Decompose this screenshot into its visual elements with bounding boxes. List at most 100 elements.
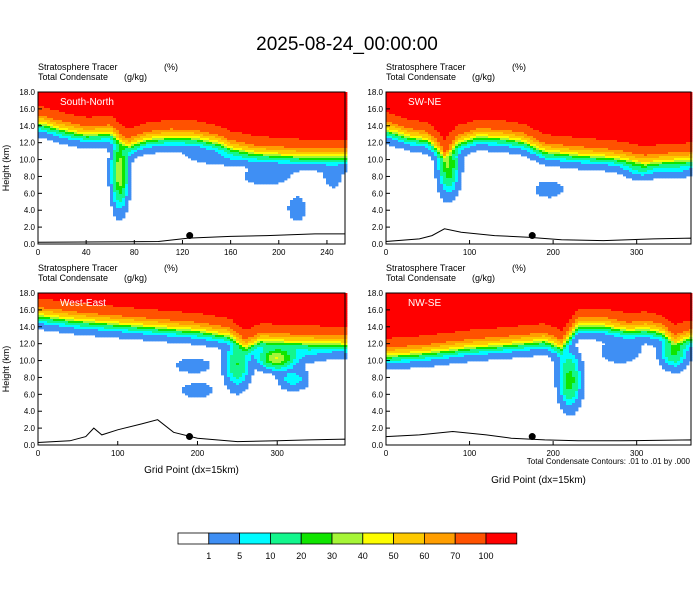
- field-cell: [188, 152, 192, 155]
- field-cell: [170, 138, 174, 141]
- field-cell: [68, 112, 72, 115]
- field-cell: [113, 106, 117, 109]
- field-cell: [92, 104, 96, 107]
- field-cell: [59, 102, 63, 105]
- field-cell: [398, 146, 402, 149]
- field-cell: [146, 112, 150, 115]
- field-cell: [188, 124, 192, 127]
- field-cell: [152, 148, 156, 151]
- field-cell: [158, 128, 162, 131]
- field-cell: [203, 150, 207, 153]
- field-cell: [86, 128, 90, 131]
- field-cell: [125, 190, 129, 193]
- field-cell: [161, 104, 165, 107]
- field-cell: [113, 116, 117, 119]
- field-cell: [65, 124, 69, 127]
- field-cell: [203, 116, 207, 119]
- field-cell: [182, 106, 186, 109]
- field-cell: [65, 138, 69, 141]
- field-cell: [110, 190, 114, 193]
- field-cell: [116, 182, 120, 185]
- field-cell: [158, 136, 162, 139]
- y-tick-label: 10.0: [19, 156, 35, 165]
- field-cell: [143, 108, 147, 111]
- x-tick-label: 80: [130, 248, 139, 257]
- field-cell: [74, 114, 78, 117]
- field-cell: [77, 128, 81, 131]
- field-cell: [134, 96, 138, 99]
- field-cell: [155, 130, 159, 133]
- field-cell: [107, 122, 111, 125]
- field-cell: [182, 142, 186, 145]
- field-cell: [125, 144, 129, 147]
- field-cell: [191, 148, 195, 151]
- field-cell: [149, 102, 153, 105]
- field-cell: [92, 120, 96, 123]
- field-cell: [152, 106, 156, 109]
- field-cell: [68, 138, 72, 141]
- field-cell: [38, 104, 42, 107]
- field-cell: [200, 118, 204, 121]
- field-cell: [128, 106, 132, 109]
- field-cell: [98, 132, 102, 135]
- field-cell: [203, 106, 207, 109]
- field-cell: [95, 134, 99, 137]
- field-cell: [116, 154, 120, 157]
- field-cell: [152, 100, 156, 103]
- field-cell: [152, 152, 156, 155]
- field-cell: [56, 94, 60, 97]
- field-cell: [125, 142, 129, 145]
- field-cell: [275, 182, 279, 185]
- field-cell: [47, 122, 51, 125]
- field-cell: [92, 112, 96, 115]
- field-cell: [95, 108, 99, 111]
- field-cell: [41, 108, 45, 111]
- field-cell: [125, 92, 129, 95]
- field-cell: [158, 94, 162, 97]
- field-cell: [173, 100, 177, 103]
- field-cell: [122, 178, 126, 181]
- field-cell: [143, 106, 147, 109]
- field-cell: [71, 98, 75, 101]
- field-cell: [71, 120, 75, 123]
- field-cell: [128, 104, 132, 107]
- field-cell: [50, 122, 54, 125]
- field-cell: [122, 202, 126, 205]
- field-cell: [179, 142, 183, 145]
- field-cell: [38, 102, 42, 105]
- field-cell: [146, 102, 150, 105]
- field-cell: [185, 134, 189, 137]
- field-cell: [134, 136, 138, 139]
- field-cell: [197, 114, 201, 117]
- field-cell: [194, 142, 198, 145]
- field-cell: [101, 114, 105, 117]
- field-cell: [191, 128, 195, 131]
- field-cell: [59, 112, 63, 115]
- field-cell: [50, 132, 54, 135]
- field-cell: [137, 116, 141, 119]
- field-cell: [413, 150, 417, 153]
- field-cell: [68, 118, 72, 121]
- field-cell: [128, 94, 132, 97]
- field-cell: [125, 130, 129, 133]
- field-cell: [155, 92, 159, 95]
- field-cell: [137, 108, 141, 111]
- field-cell: [143, 152, 147, 155]
- field-cell: [170, 132, 174, 135]
- field-cell: [56, 112, 60, 115]
- field-cell: [80, 122, 84, 125]
- field-cell: [140, 140, 144, 143]
- field-cell: [335, 184, 339, 187]
- field-cell: [116, 176, 120, 179]
- field-cell: [161, 100, 165, 103]
- field-cell: [128, 172, 132, 175]
- field-cell: [119, 158, 123, 161]
- field-cell: [110, 152, 114, 155]
- field-cell: [197, 140, 201, 143]
- field-cell: [116, 166, 120, 169]
- field-cell: [53, 126, 57, 129]
- field-cell: [155, 134, 159, 137]
- field-cell: [146, 130, 150, 133]
- y-tick-label: 18.0: [19, 88, 35, 97]
- field-cell: [188, 154, 192, 157]
